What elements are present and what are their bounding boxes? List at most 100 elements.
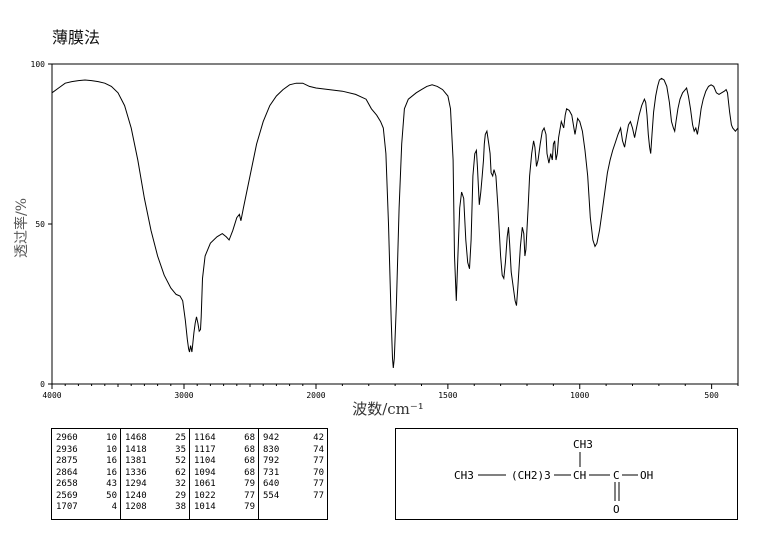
- peak-wavenumber: 1117: [194, 444, 216, 455]
- peak-wavenumber: 1104: [194, 456, 216, 466]
- peak-column: 942 42 830 74 792 77 731 70 640 77 554 77: [259, 429, 327, 519]
- methyl-branch-label: CH3: [573, 438, 593, 451]
- peak-row: 1117 68: [194, 445, 255, 457]
- y-axis-label: 透过率/%: [13, 198, 30, 258]
- peak-wavenumber: 2658: [56, 479, 78, 489]
- peak-wavenumber: 1381: [125, 456, 147, 466]
- y-tick-label: 0: [40, 380, 45, 389]
- peak-wavenumber: 2875: [56, 456, 78, 466]
- peak-wavenumber: 792: [263, 456, 280, 466]
- peak-transmittance: 16: [106, 456, 117, 466]
- peak-wavenumber: 1208: [125, 502, 147, 512]
- peak-wavenumber: 830: [263, 444, 280, 455]
- peak-wavenumber: 942: [263, 433, 280, 443]
- peak-transmittance: 79: [244, 502, 255, 512]
- peak-row: 1381 52: [125, 456, 186, 468]
- peak-row: 1707 4: [56, 502, 117, 514]
- peak-transmittance: 68: [244, 444, 255, 455]
- peak-wavenumber: 2936: [56, 444, 78, 455]
- peak-table: 2960 10 2936 10 2875 16 2864 16 2658 43 2569 50 1707…: [51, 428, 328, 520]
- x-tick-label: 4000: [42, 391, 61, 400]
- peak-transmittance: 38: [175, 502, 186, 512]
- x-axis-label: 波数/cm⁻¹: [352, 400, 424, 418]
- peak-row: 1022 77: [194, 491, 255, 503]
- peak-transmittance: 25: [175, 433, 186, 443]
- peak-row: 2864 16: [56, 468, 117, 480]
- peak-row: 640 77: [263, 479, 324, 491]
- peak-row: 1164 68: [194, 433, 255, 445]
- peak-transmittance: 68: [244, 467, 255, 478]
- peak-transmittance: 68: [244, 433, 255, 443]
- peak-row: 1468 25: [125, 433, 186, 445]
- methylene-chain-label: (CH2)3: [511, 469, 551, 482]
- peak-transmittance: 32: [175, 479, 186, 489]
- peak-transmittance: 29: [175, 490, 186, 501]
- peak-row: 1336 62: [125, 468, 186, 480]
- peak-row: 1104 68: [194, 456, 255, 468]
- peak-transmittance: 70: [313, 467, 324, 478]
- x-tick-label: 2000: [306, 391, 325, 400]
- peak-transmittance: 4: [111, 502, 117, 512]
- peak-transmittance: 10: [106, 444, 117, 455]
- structure-box: CH3 CH3 (CH2)3 CH C OH O: [395, 428, 738, 520]
- peak-wavenumber: 731: [263, 467, 280, 478]
- x-tick-label: 1500: [438, 391, 457, 400]
- peak-row: 942 42: [263, 433, 324, 445]
- peak-row: 2875 16: [56, 456, 117, 468]
- peak-wavenumber: 1061: [194, 479, 216, 489]
- peak-transmittance: 68: [244, 456, 255, 466]
- peak-wavenumber: 2960: [56, 433, 78, 443]
- peak-transmittance: 16: [106, 467, 117, 478]
- peak-transmittance: 35: [175, 444, 186, 455]
- carbonyl-carbon-label: C: [613, 469, 620, 482]
- peak-transmittance: 43: [106, 479, 117, 489]
- peak-wavenumber: 1240: [125, 490, 147, 501]
- peak-wavenumber: 1418: [125, 444, 147, 455]
- peak-wavenumber: 1336: [125, 467, 147, 478]
- peak-row: 792 77: [263, 456, 324, 468]
- peak-wavenumber: 2864: [56, 467, 78, 478]
- peak-row: 1094 68: [194, 468, 255, 480]
- spectrum-line: [51, 77, 739, 369]
- x-tick-label: 1000: [570, 391, 589, 400]
- method-title: 薄膜法: [52, 28, 101, 47]
- peak-row: 1014 79: [194, 502, 255, 514]
- y-tick-label: 50: [35, 220, 45, 229]
- peak-row: 830 74: [263, 445, 324, 457]
- peak-transmittance: 77: [244, 490, 255, 501]
- structure-diagram: CH3 CH3 (CH2)3 CH C OH O: [454, 438, 653, 516]
- peak-wavenumber: 2569: [56, 490, 78, 501]
- peak-row: 1294 32: [125, 479, 186, 491]
- peak-row: 2960 10: [56, 433, 117, 445]
- x-tick-label: 3000: [174, 391, 193, 400]
- y-tick-label: 100: [31, 60, 46, 69]
- peak-wavenumber: 1707: [56, 502, 78, 512]
- peak-row: 2658 43: [56, 479, 117, 491]
- peak-transmittance: 77: [313, 456, 324, 466]
- peak-column: 1164 68 1117 68 1104 68 1094 68 1061 79 1022 77 1014…: [190, 429, 259, 519]
- peak-row: 731 70: [263, 468, 324, 480]
- peak-column: 1468 25 1418 35 1381 52 1336 62 1294 32 1240 29 1208…: [121, 429, 190, 519]
- peak-row: 2569 50: [56, 491, 117, 503]
- peak-transmittance: 52: [175, 456, 186, 466]
- peak-wavenumber: 1014: [194, 502, 216, 512]
- peak-row: 554 77: [263, 491, 324, 503]
- peak-row: 1208 38: [125, 502, 186, 514]
- peak-wavenumber: 640: [263, 479, 280, 489]
- peak-wavenumber: 1468: [125, 433, 147, 443]
- peak-row: 1240 29: [125, 491, 186, 503]
- peak-row: 1061 79: [194, 479, 255, 491]
- peak-wavenumber: 554: [263, 490, 280, 501]
- peak-wavenumber: 1094: [194, 467, 216, 478]
- peak-transmittance: 77: [313, 490, 324, 501]
- peak-transmittance: 79: [244, 479, 255, 489]
- peak-transmittance: 77: [313, 479, 324, 489]
- peak-transmittance: 62: [175, 467, 186, 478]
- peak-wavenumber: 1164: [194, 433, 216, 443]
- x-tick-label: 500: [704, 391, 719, 400]
- peak-transmittance: 42: [313, 433, 324, 443]
- peak-wavenumber: 1022: [194, 490, 216, 501]
- methyl-left-label: CH3: [454, 469, 474, 482]
- peak-column: 2960 10 2936 10 2875 16 2864 16 2658 43 2569 50 1707…: [52, 429, 121, 519]
